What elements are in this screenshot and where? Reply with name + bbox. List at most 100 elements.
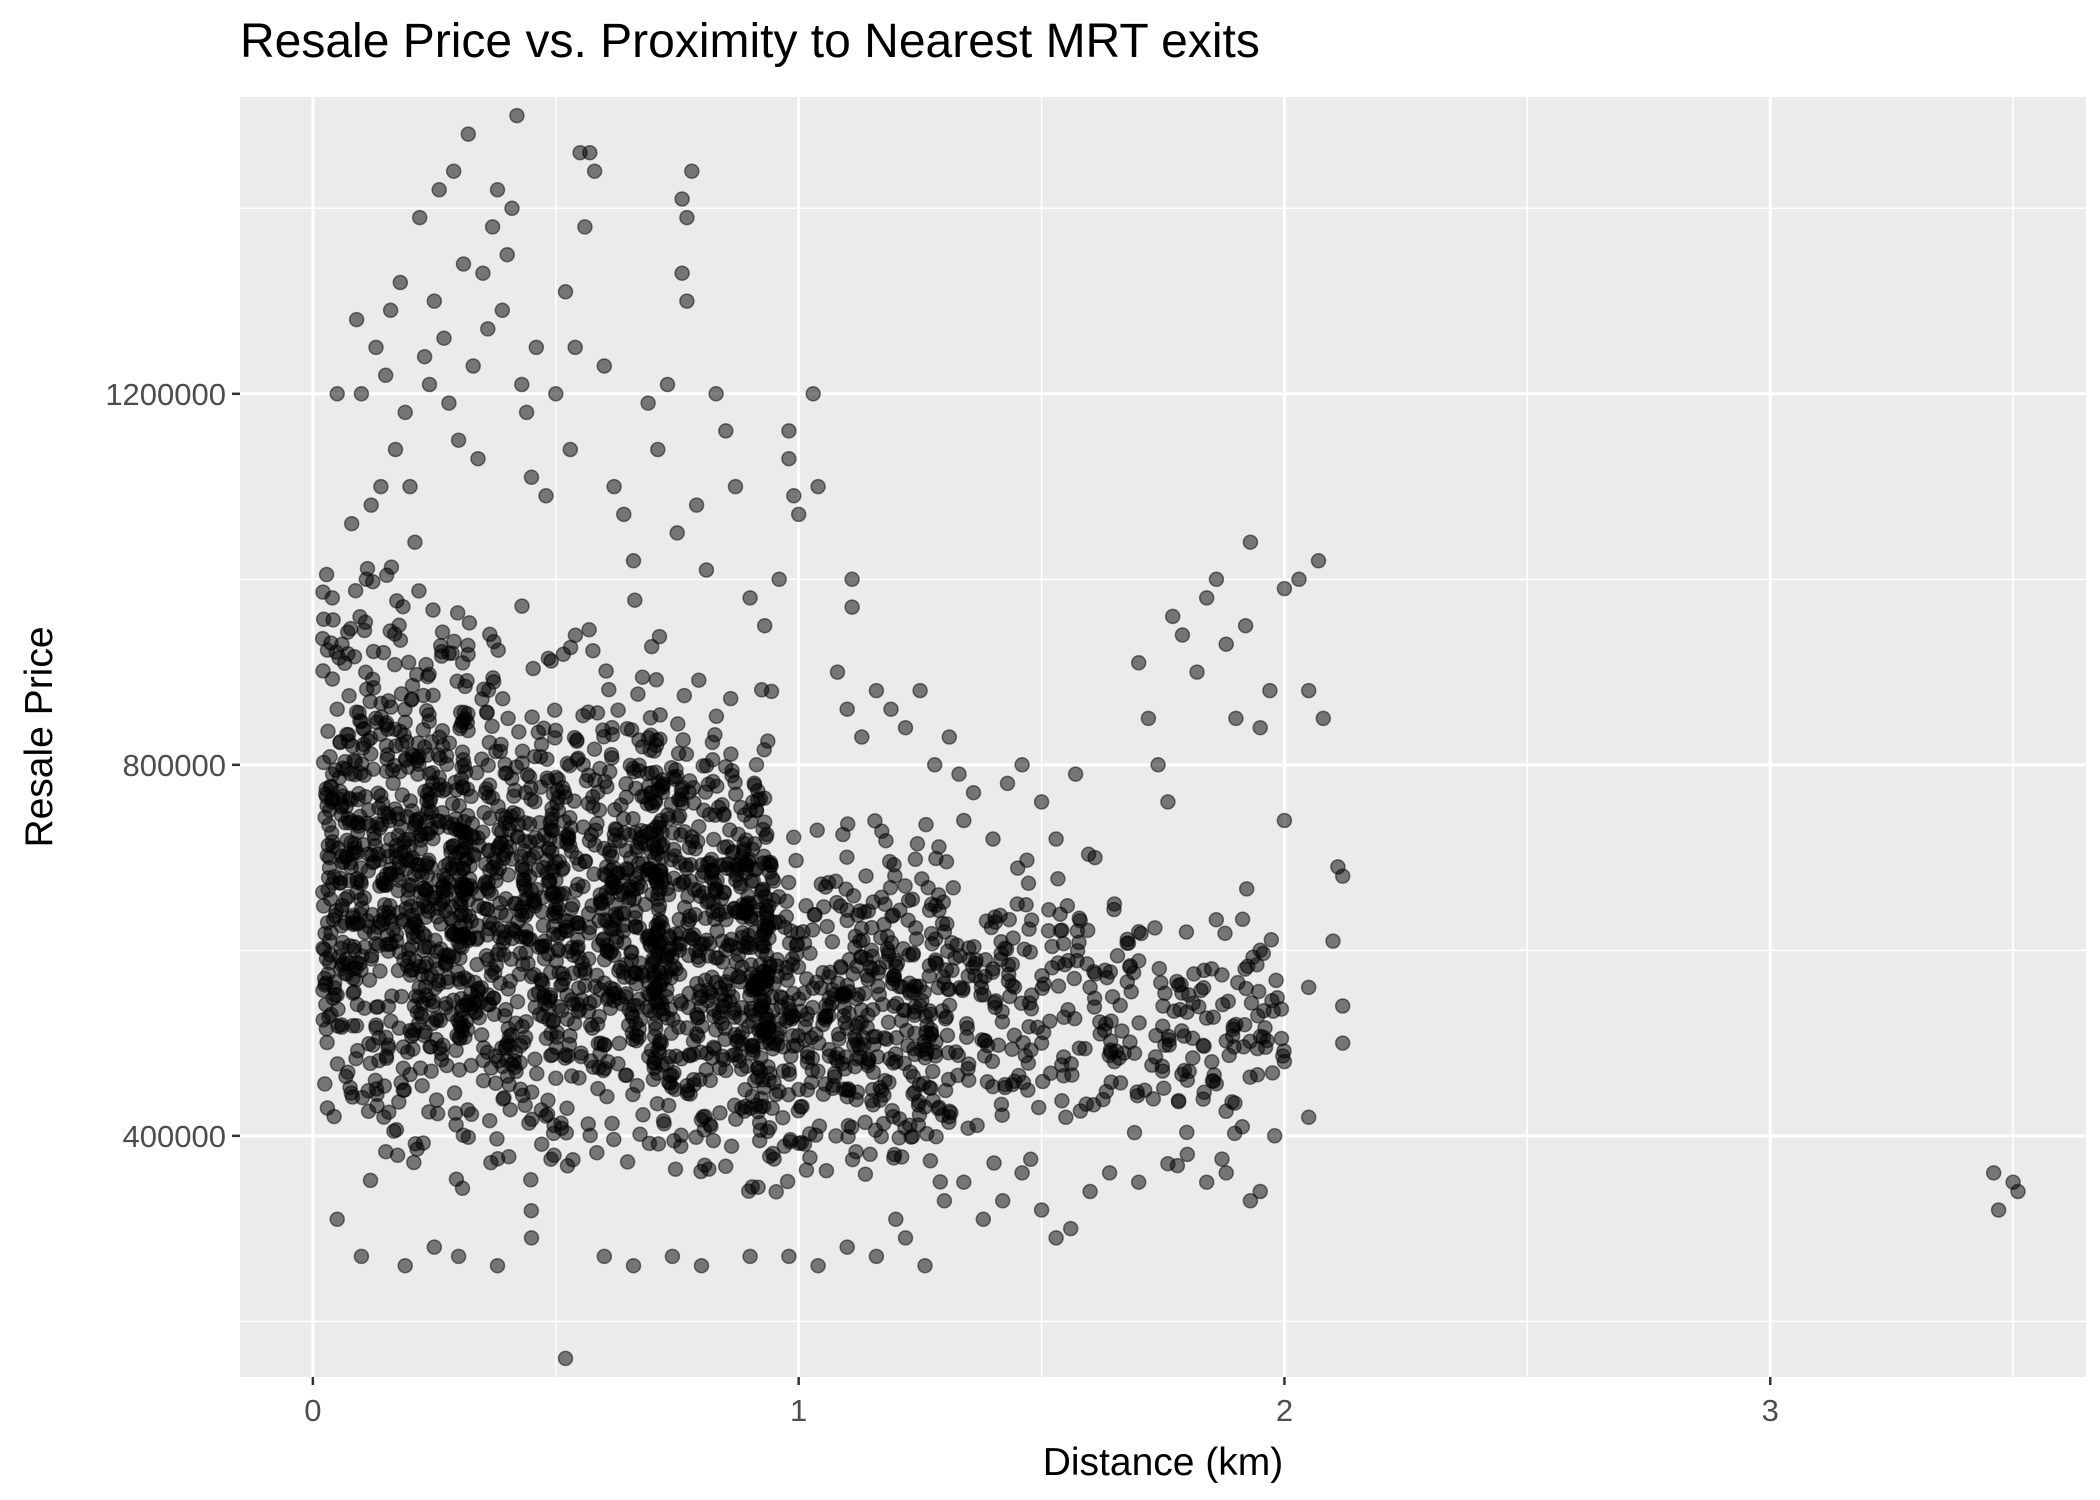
data-point (756, 814, 773, 830)
data-point (599, 1088, 615, 1105)
data-point (492, 895, 508, 911)
data-point (1042, 1065, 1059, 1082)
data-point (325, 612, 341, 628)
data-point (984, 1053, 1001, 1070)
data-point (1238, 881, 1255, 897)
data-point (562, 441, 579, 458)
data-point (1160, 1155, 1176, 1172)
data-point (844, 599, 860, 615)
data-point (1214, 1151, 1230, 1167)
data-point (883, 701, 899, 717)
data-point (886, 967, 902, 984)
y-tick-label: 400000 (123, 1119, 226, 1154)
data-point (475, 1072, 492, 1089)
data-point (422, 793, 438, 810)
data-point (348, 311, 365, 328)
data-point (397, 1257, 413, 1274)
data-point (574, 955, 591, 971)
data-point (718, 423, 734, 439)
data-point (712, 1105, 728, 1121)
data-point (629, 880, 645, 897)
data-point (1021, 1018, 1037, 1035)
data-point (755, 994, 772, 1010)
data-point (566, 1015, 583, 1032)
data-point (388, 1122, 405, 1138)
data-point (368, 339, 384, 356)
data-point (1174, 627, 1191, 643)
data-point (411, 583, 427, 599)
data-point (987, 914, 1004, 930)
data-point (1243, 995, 1260, 1011)
data-point (1252, 1028, 1269, 1045)
data-point (380, 943, 397, 959)
data-point (373, 695, 389, 712)
data-point (421, 992, 437, 1008)
data-point (750, 1060, 766, 1076)
data-point (559, 1100, 575, 1117)
data-point (400, 942, 417, 958)
data-point (382, 898, 398, 914)
data-point (456, 757, 473, 773)
data-point (521, 768, 538, 785)
data-point (1234, 911, 1251, 928)
data-point (1119, 935, 1135, 951)
data-point (671, 791, 687, 808)
data-point (798, 1162, 815, 1178)
data-point (319, 1034, 335, 1051)
data-point (471, 837, 487, 854)
data-point (985, 1078, 1001, 1095)
data-point (417, 978, 434, 995)
data-point (867, 1122, 884, 1139)
data-point (783, 1003, 799, 1020)
data-point (730, 968, 746, 985)
data-point (463, 788, 479, 805)
data-point (343, 1085, 360, 1101)
data-point (509, 107, 525, 124)
data-point (1044, 960, 1060, 976)
data-point (726, 1004, 742, 1021)
data-point (860, 903, 877, 919)
data-point (1082, 1183, 1098, 1200)
data-point (616, 506, 632, 523)
data-point (956, 1174, 972, 1190)
data-point (577, 853, 593, 870)
data-point (659, 1010, 676, 1026)
data-point (618, 776, 634, 792)
data-point (615, 923, 632, 939)
data-point (561, 837, 578, 854)
data-point (651, 1044, 668, 1061)
data-point (632, 1126, 648, 1142)
data-point (514, 743, 531, 759)
data-point (734, 1024, 751, 1041)
data-point (717, 1158, 734, 1175)
data-point (705, 1001, 722, 1018)
data-point (1334, 868, 1351, 884)
data-point (535, 859, 552, 876)
data-point (891, 1111, 908, 1127)
data-point (684, 163, 700, 179)
data-point (1235, 1039, 1252, 1055)
data-point (409, 1141, 425, 1157)
data-point (833, 959, 850, 976)
data-point (494, 690, 511, 707)
y-axis-title: Resale Price (18, 626, 61, 847)
data-point (441, 395, 457, 411)
data-point (1041, 902, 1057, 918)
data-point (455, 861, 472, 877)
data-point (1252, 942, 1268, 959)
data-point (493, 736, 509, 753)
data-point (879, 940, 896, 957)
data-point (888, 1211, 904, 1228)
data-point (407, 534, 423, 550)
data-point (318, 950, 335, 967)
data-point (604, 750, 620, 766)
data-point (876, 1087, 892, 1103)
data-point (1179, 1072, 1196, 1088)
data-point (855, 932, 871, 948)
data-point (517, 907, 534, 924)
data-point (625, 1086, 641, 1103)
data-point (343, 515, 360, 532)
data-point (667, 1161, 684, 1177)
data-point (912, 682, 928, 699)
data-point (727, 478, 744, 495)
